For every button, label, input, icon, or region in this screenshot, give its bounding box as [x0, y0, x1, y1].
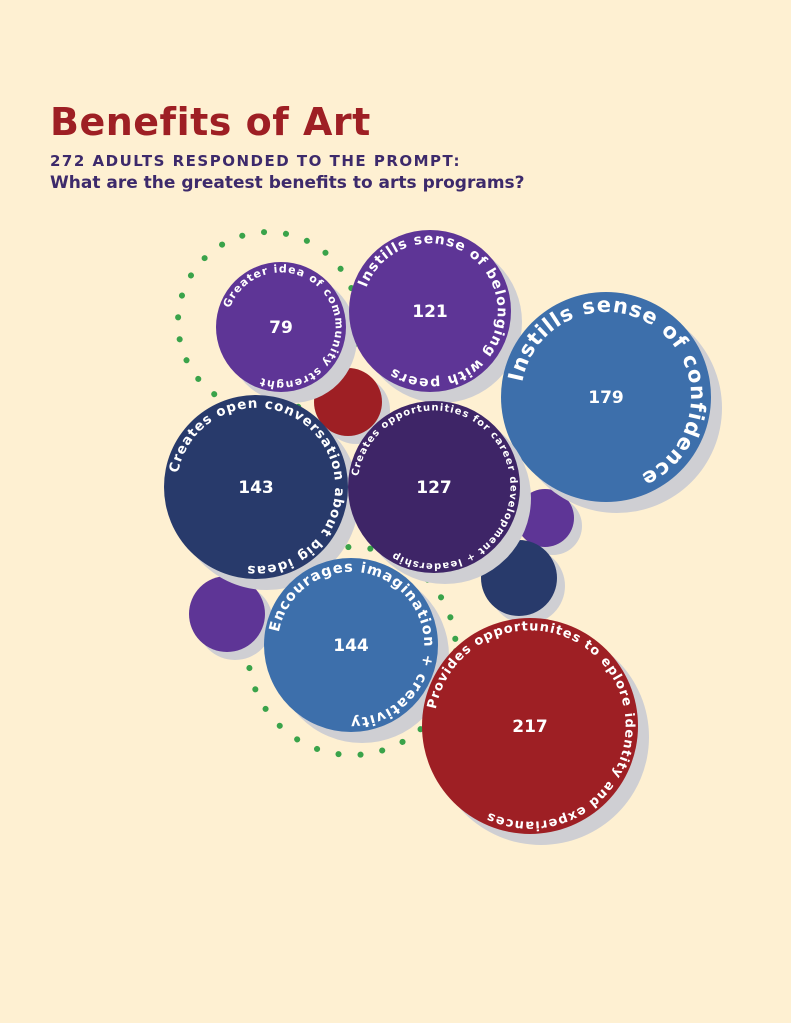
bubble-circle	[264, 558, 438, 732]
bubble-value: 79	[269, 318, 293, 338]
bubble-5: Creates opportunities for career develop…	[348, 401, 531, 584]
bubble-circle	[501, 292, 711, 502]
bubble-value: 143	[238, 478, 274, 498]
bubble-circle	[422, 618, 638, 834]
bubble-7: Provides opportunites to eplore identity…	[422, 618, 649, 845]
chart-title: Benefits of Art	[50, 100, 371, 144]
bubble-circle	[348, 401, 520, 573]
bubble-value: 121	[412, 302, 448, 322]
bubble-value: 179	[588, 388, 624, 408]
bubbles: Greater idea of community strenght79Inst…	[164, 230, 722, 845]
chart-question: What are the greatest benefits to arts p…	[50, 173, 525, 193]
decor-circle-4	[189, 576, 265, 652]
bubble-circle	[349, 230, 511, 392]
chart-subtitle: 272 adults responded to the prompt:	[50, 152, 461, 170]
bubble-circle	[164, 395, 348, 579]
bubble-circle	[216, 262, 346, 392]
bubble-2: Instills sense of belonging with peers12…	[349, 230, 522, 403]
bubble-value: 127	[416, 478, 452, 498]
bubble-4: Creates open conversation about big idea…	[164, 395, 359, 590]
bubble-value: 144	[333, 636, 369, 656]
bubble-value: 217	[512, 717, 548, 737]
